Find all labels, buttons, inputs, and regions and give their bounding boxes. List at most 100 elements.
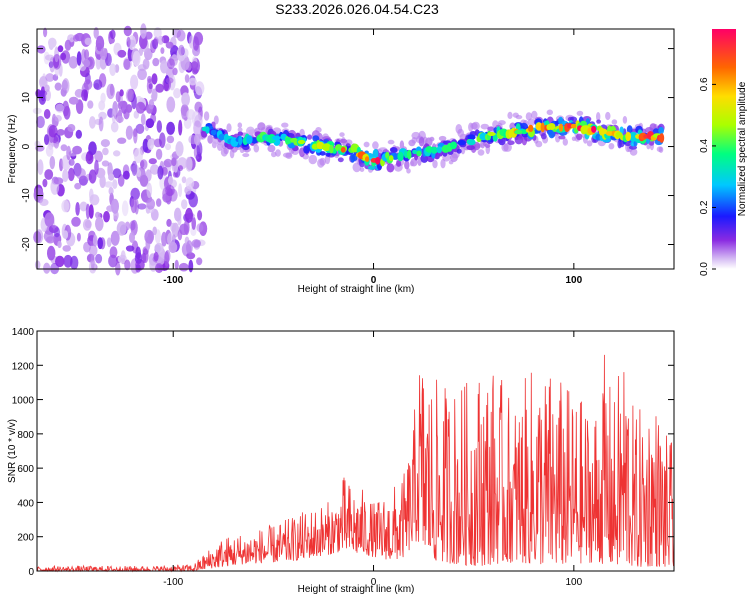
noise-blob [154,242,164,254]
ridge-blob [257,122,266,131]
noise-blob [44,169,54,180]
ridge-blob [363,141,370,148]
noise-blob [61,79,68,91]
noise-blob [43,27,48,38]
ridge-blob [628,145,638,150]
colorbar-gradient [712,29,736,269]
ridge-blob [429,136,435,142]
noise-blob [153,36,159,46]
noise-blob [155,83,164,93]
noise-blob [104,181,114,188]
noise-blob [140,113,146,126]
noise-blob [166,218,172,227]
noise-blob [192,36,200,51]
noise-blob [178,165,183,172]
ridge-blob [487,132,496,136]
noise-blob [174,259,179,270]
noise-blob [43,109,51,119]
noise-blob [157,165,164,180]
noise-blob [102,147,109,156]
ridge-blob [325,152,331,157]
ridge-blob [646,143,651,150]
ridge-blob [531,110,538,119]
ridge-blob [629,148,638,156]
ridge-blob [625,131,632,142]
spectrogram-y-label: Frequency (Hz) [7,115,18,184]
noise-blob [88,244,98,257]
x-tick-label: 0 [371,577,377,588]
noise-blob [178,119,183,136]
noise-blob [52,54,62,70]
noise-blob [60,52,67,61]
ridge-blob [535,122,543,131]
noise-blob [130,198,137,214]
noise-blob [125,245,135,252]
noise-blob [165,185,175,197]
noise-blob [98,73,107,88]
noise-blob [88,141,97,156]
noise-blob [68,96,79,105]
ridge-blob [449,153,458,163]
noise-blob [110,230,120,246]
noise-blob [117,49,127,58]
noise-blob [160,60,169,74]
noise-blob [119,89,124,97]
noise-blob [193,120,202,137]
noise-blob [142,138,149,153]
noise-blob [196,141,203,158]
noise-blob [160,47,165,54]
noise-blob [83,79,93,90]
noise-blob [185,207,193,223]
noise-blob [142,58,150,70]
noise-blob [37,159,44,175]
ridge-blob [393,153,398,160]
noise-blob [74,182,82,190]
y-tick-label: 600 [17,464,34,475]
ridge-blob [386,163,395,173]
ridge-blob [329,144,334,154]
noise-blob [146,198,156,210]
ridge-blob [540,133,547,140]
noise-blob [178,44,185,56]
noise-blob [132,50,141,67]
ridge-blob [487,126,494,132]
ridge-blob [387,139,395,145]
noise-blob [67,167,75,182]
ridge-blob [467,139,476,146]
noise-blob [36,45,46,54]
noise-blob [153,251,159,262]
ridge-blob [558,123,564,132]
noise-blob [97,237,103,250]
ridge-blob [312,135,320,142]
ridge-blob [372,148,379,159]
noise-blob [42,178,48,188]
ridge-blob [525,112,533,121]
ridge-blob [251,137,258,144]
noise-blob [75,129,83,139]
noise-blob [72,145,82,155]
noise-blob [125,125,133,140]
noise-blob [89,188,94,201]
ridge-blob [237,122,243,128]
noise-blob [123,58,131,70]
ridge-blob [237,131,243,136]
ridge-blob [467,134,476,140]
noise-blob [196,257,203,266]
ridge-blob [420,153,429,163]
ridge-blob [576,110,584,116]
noise-blob [133,110,139,119]
y-tick-label: 200 [17,533,34,544]
noise-blob [53,177,64,185]
noise-blob [173,88,181,99]
noise-blob [54,82,62,91]
noise-blob [64,39,72,51]
colorbar-tick-label: 0.0 [699,262,710,276]
ridge-blob [596,119,601,124]
noise-blob [151,73,158,85]
noise-blob [63,254,73,268]
noise-blob [39,198,49,206]
snr-y-ticks: 0 200 400 600 800 1000 1200 1400 [12,327,674,578]
ridge-blob [596,112,601,122]
ridge-blob [285,152,293,159]
noise-blob [99,174,106,188]
